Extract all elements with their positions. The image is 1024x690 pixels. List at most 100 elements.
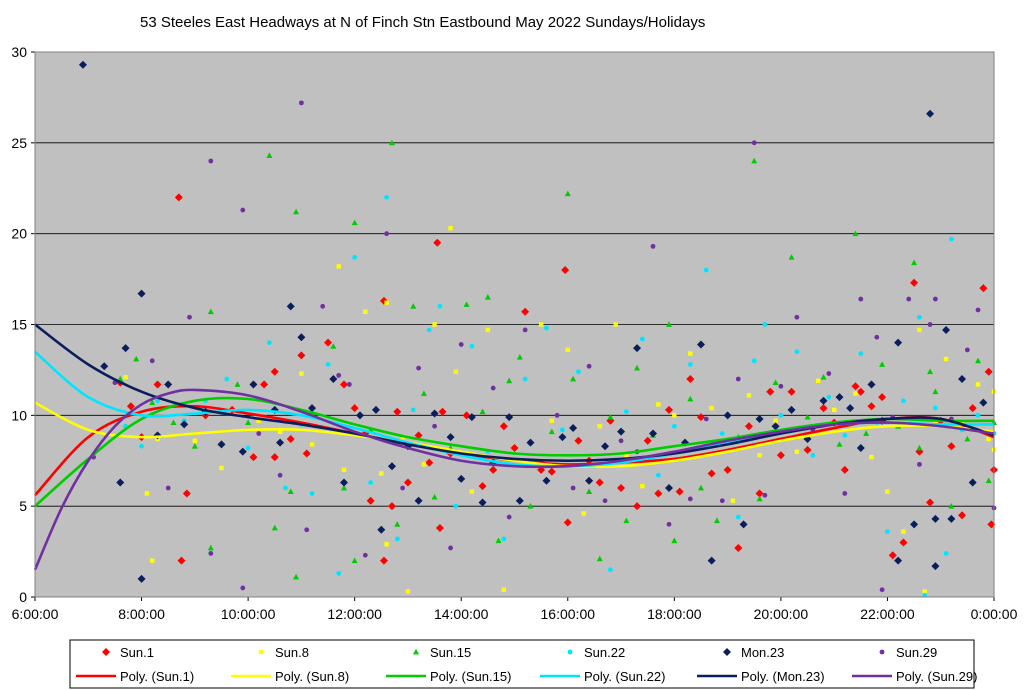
- data-point: [979, 284, 988, 293]
- data-point: [283, 485, 288, 491]
- data-point: [501, 587, 507, 592]
- data-point: [271, 524, 278, 531]
- data-point: [879, 587, 885, 593]
- legend-label: Sun.8: [275, 645, 309, 660]
- data-point: [245, 445, 251, 451]
- data-point: [842, 432, 848, 438]
- data-point: [547, 467, 556, 476]
- legend: Sun.1 Sun.8 Sun.15 Sun.22 Mon.23 Sun.29 Poly. …: [69, 639, 977, 689]
- data-point: [739, 520, 748, 529]
- data-point: [958, 375, 967, 383]
- legend-marker: [723, 648, 731, 656]
- data-point: [123, 374, 128, 380]
- data-point: [207, 308, 214, 315]
- data-point: [501, 536, 507, 542]
- data-point: [149, 399, 156, 406]
- data-point: [618, 438, 624, 444]
- data-point: [931, 514, 940, 523]
- data-point: [932, 296, 938, 302]
- data-point: [469, 489, 475, 494]
- data-point: [457, 474, 466, 483]
- data-point: [964, 435, 971, 442]
- legend-item-poly-sun-1: Poly. (Sun.1): [76, 669, 194, 684]
- chart-title: 53 Steeles East Headways at N of Finch S…: [140, 14, 705, 31]
- data-point: [379, 471, 384, 476]
- data-point: [384, 231, 390, 237]
- data-point: [703, 416, 709, 422]
- data-point: [340, 478, 349, 487]
- data-point: [384, 194, 390, 200]
- data-point: [293, 208, 300, 215]
- data-point: [613, 322, 618, 327]
- legend-label: Poly. (Sun.29): [896, 669, 977, 684]
- data-point: [177, 556, 186, 565]
- data-point: [879, 361, 886, 367]
- data-point: [515, 496, 524, 505]
- data-point: [297, 333, 306, 342]
- data-point: [888, 551, 897, 560]
- data-point: [885, 529, 890, 534]
- data-point: [137, 289, 146, 298]
- data-point: [570, 375, 577, 382]
- data-point: [256, 431, 262, 436]
- data-point: [387, 462, 396, 471]
- series-mon-23: [78, 60, 988, 583]
- data-point: [672, 413, 677, 418]
- data-point: [297, 351, 306, 360]
- data-point: [624, 453, 629, 458]
- data-point: [164, 380, 173, 389]
- data-point: [979, 398, 988, 407]
- data-point: [522, 327, 528, 333]
- y-axis: 0 5 10 15 20 25 30: [11, 44, 35, 605]
- data-point: [623, 517, 630, 524]
- data-point: [836, 441, 843, 447]
- data-point: [826, 371, 832, 376]
- data-point: [596, 555, 603, 562]
- data-point: [346, 382, 352, 387]
- data-point: [751, 157, 758, 164]
- data-point: [149, 358, 155, 364]
- data-point: [842, 491, 848, 496]
- series-sun-8: [123, 226, 997, 594]
- data-point: [840, 465, 849, 474]
- data-point: [751, 358, 757, 364]
- data-point: [634, 364, 641, 371]
- data-point: [985, 477, 992, 484]
- data-point: [121, 344, 130, 353]
- data-point: [516, 354, 523, 360]
- data-point: [831, 407, 837, 413]
- data-point: [366, 496, 375, 505]
- data-point: [126, 402, 135, 411]
- data-point: [719, 498, 725, 504]
- data-point: [240, 585, 246, 591]
- data-point: [931, 562, 940, 571]
- data-point: [478, 482, 487, 491]
- data-point: [933, 420, 938, 425]
- data-point: [617, 484, 626, 492]
- data-point: [155, 398, 160, 404]
- data-point: [329, 375, 338, 383]
- data-point: [932, 405, 938, 411]
- x-tick-label: 0:00:00: [971, 606, 1018, 622]
- data-point: [858, 351, 864, 356]
- data-point: [304, 527, 310, 533]
- data-point: [363, 309, 368, 314]
- data-point: [734, 543, 743, 552]
- legend-marker: [879, 649, 885, 655]
- data-point: [776, 451, 785, 460]
- data-point: [927, 368, 934, 375]
- data-point: [723, 465, 732, 474]
- legend-marker: [567, 649, 573, 655]
- data-point: [654, 489, 663, 498]
- data-point: [180, 420, 189, 429]
- data-point: [352, 254, 358, 260]
- data-point: [548, 428, 555, 435]
- legend-item-poly-sun-15: Poly. (Sun.15): [386, 669, 511, 684]
- data-point: [917, 314, 922, 320]
- data-point: [510, 444, 519, 453]
- data-point: [968, 404, 977, 413]
- data-point: [485, 327, 491, 333]
- data-point: [878, 393, 887, 402]
- legend-label: Poly. (Mon.23): [741, 669, 825, 684]
- data-point: [675, 487, 684, 496]
